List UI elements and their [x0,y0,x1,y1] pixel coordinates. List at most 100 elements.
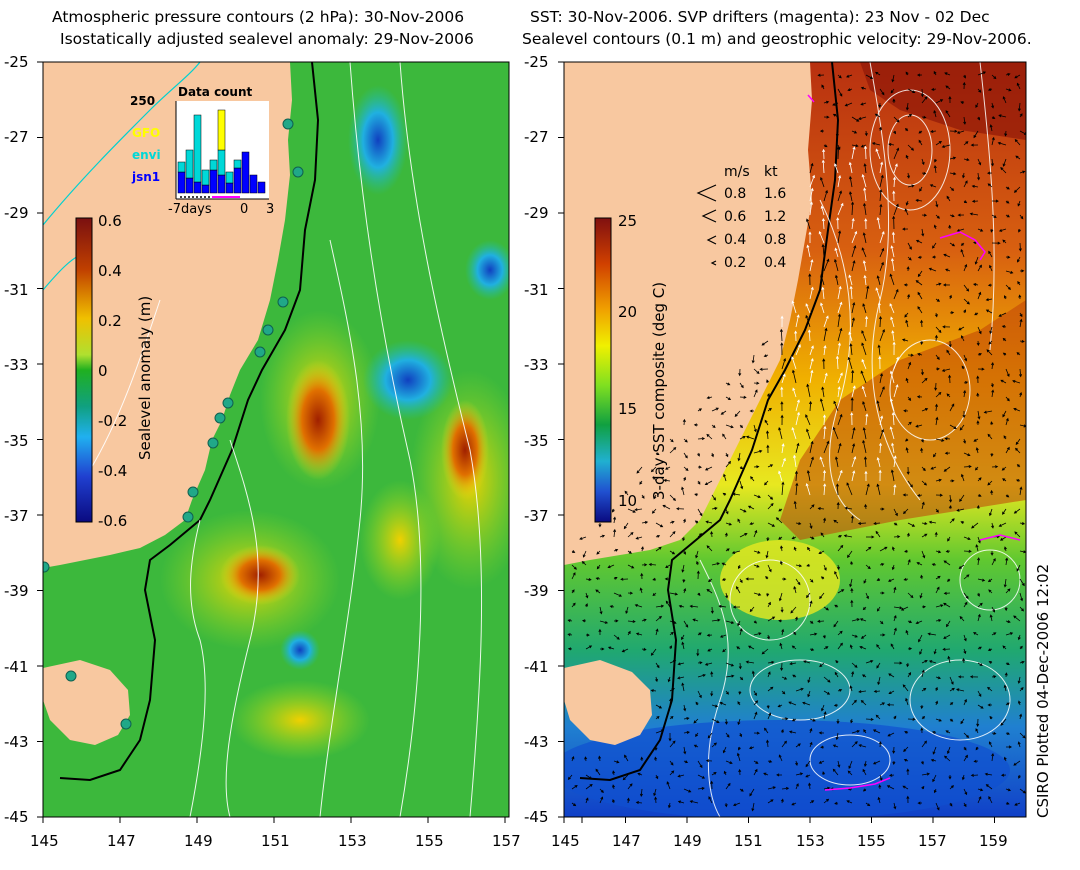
velocity-arrow [1005,255,1011,259]
velocity-arrow [945,85,951,90]
velocity-arrow [781,577,787,581]
velocity-arrow [585,592,589,599]
velocity-arrow [718,604,727,608]
velocity-arrow [697,592,701,597]
velocity-arrow [850,412,854,426]
velocity-arrow [948,340,952,348]
velocity-arrow [650,466,657,473]
left-map [43,62,509,817]
velocity-arrow [989,715,993,720]
velocity-arrow [778,470,783,482]
velocity-arrow [683,746,687,755]
velocity-arrow [977,264,982,272]
velocity-arrow [934,334,938,342]
velocity-arrow [935,416,939,426]
velocity-arrow [961,172,966,179]
velocity-arrow [753,389,758,398]
velocity-arrow [781,628,785,636]
velocity-arrow [976,505,980,510]
velocity-arrow [863,187,867,202]
velocity-arrow [849,685,853,692]
velocity-arrow [767,407,772,412]
velocity-arrow [802,701,811,706]
velocity-arrow [1005,494,1010,498]
velocity-arrow [821,386,825,398]
velocity-arrow [1005,368,1010,378]
velocity-arrow [738,368,742,377]
velocity-arrow [837,642,843,650]
velocity-arrow [1002,352,1007,356]
velocity-arrow [821,159,825,174]
velocity-arrow [945,549,951,553]
velocity-arrow [794,330,798,342]
velocity-arrow [794,470,799,482]
velocity-arrow [990,228,994,233]
velocity-arrow [1004,606,1008,612]
velocity-arrow [977,116,980,121]
velocity-arrow [988,250,993,258]
velocity-arrow [893,288,899,300]
velocity-arrow [861,330,867,342]
right-y-tick: -31 [524,281,549,299]
velocity-arrow [722,746,727,754]
velocity-arrow [683,452,688,459]
velocity-arrow [805,218,811,230]
velocity-arrow [893,163,898,174]
velocity-arrow [850,718,854,724]
velocity-arrow [822,771,826,776]
velocity-arrow [977,788,984,792]
velocity-arrow [989,264,993,272]
velocity-arrow [902,227,909,231]
velocity-arrow [935,802,940,811]
velocity-arrow [935,508,939,513]
velocity-arrow [960,473,965,482]
velocity-arrow [653,494,657,500]
velocity-arrow [778,426,783,440]
velocity-arrow [634,604,643,608]
velocity-arrow [585,783,593,790]
velocity-arrow [903,409,909,413]
ssh-colorbar-tick: 0.6 [98,212,122,230]
velocity-arrow [1005,801,1010,805]
velocity-arrow [935,391,942,398]
velocity-arrow [819,129,825,133]
velocity-arrow [893,661,903,665]
velocity-arrow [567,633,573,637]
velocity-arrow [949,687,955,692]
velocity-arrow [667,802,671,809]
velocity-arrow [706,633,713,637]
velocity-arrow [997,141,1007,146]
velocity-arrow [919,186,923,192]
velocity-arrow [651,508,657,514]
velocity-arrow [935,700,939,706]
velocity-arrow [767,671,771,678]
velocity-arrow [639,587,643,594]
velocity-arrow [781,357,787,370]
velocity-arrow [851,427,856,440]
velocity-arrow [861,385,867,398]
velocity-arrow [861,247,867,258]
velocity-arrow [917,493,923,497]
velocity-arrow [875,287,881,300]
velocity-arrow [963,732,970,739]
velocity-arrow [921,772,931,776]
velocity-arrow [832,426,839,440]
velocity-arrow [697,632,702,636]
left-title-line2: Isostatically adjusted sealevel anomaly:… [60,30,474,48]
velocity-arrow [906,466,910,475]
right-y-tick: -41 [524,658,549,676]
right-map [564,62,1026,817]
velocity-arrow [1000,773,1007,777]
velocity-arrow [963,200,968,204]
velocity-arrow [599,647,605,651]
velocity-arrow [595,589,601,594]
velocity-arrow [946,578,951,582]
velocity-arrow [732,492,741,496]
velocity-arrow [946,746,951,755]
velocity-arrow [710,671,714,678]
velocity-arrow [1002,158,1007,167]
velocity-arrow [851,130,858,134]
velocity-arrow [921,687,927,692]
velocity-arrow [858,690,867,694]
velocity-arrow [935,478,942,482]
